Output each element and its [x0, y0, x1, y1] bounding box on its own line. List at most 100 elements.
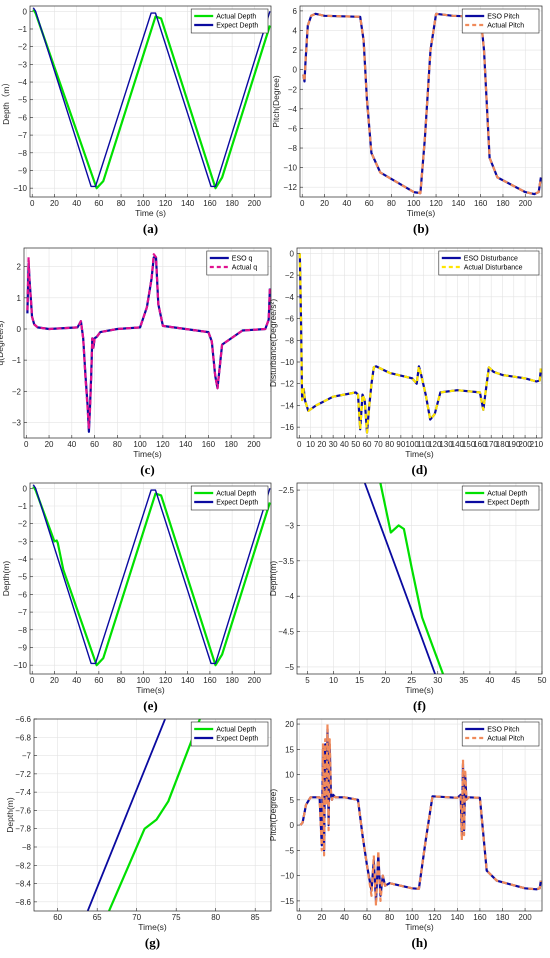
y-tick-label-h: 15	[285, 745, 294, 754]
y-tick-label-g: −8.2	[15, 861, 31, 870]
y-tick-label-b: −8	[288, 144, 298, 153]
x-tick-label-d: 50	[351, 440, 360, 449]
y-tick-label-a: −9	[18, 166, 28, 175]
x-tick-label-a: 0	[30, 199, 35, 208]
x-tick-label-d: 100	[405, 440, 419, 449]
x-tick-label-g: 75	[172, 913, 181, 922]
x-tick-label-e: 100	[137, 676, 151, 685]
legend-f: Actual Depth Expect Depth	[461, 485, 540, 511]
x-tick-label-e: 200	[248, 676, 262, 685]
panel-caption-g: (g)	[145, 935, 160, 950]
x-tick-label-g: 60	[53, 913, 62, 922]
x-tick-label-d: 0	[297, 440, 302, 449]
y-tick-label-g: −7.8	[15, 825, 31, 834]
series-line-h-1	[299, 723, 542, 907]
x-tick-label-d: 120	[428, 440, 442, 449]
x-tick-label-c: 200	[247, 440, 261, 449]
series-line-d-1	[298, 253, 542, 434]
panel-caption-d: (d)	[412, 462, 428, 477]
y-tick-label-a: −8	[18, 149, 28, 158]
legend-label-h-1: Actual Pitch	[487, 736, 524, 743]
y-tick-label-e: −7	[18, 608, 28, 617]
y-tick-label-a: −3	[18, 60, 28, 69]
x-tick-label-a: 200	[248, 199, 262, 208]
y-tick-label-f: −2.5	[278, 486, 294, 495]
x-tick-label-d: 60	[363, 440, 372, 449]
y-tick-label-d: −16	[280, 423, 294, 432]
x-tick-label-c: 20	[45, 440, 54, 449]
x-tick-label-b: 200	[519, 199, 533, 208]
x-tick-label-d: 30	[329, 440, 338, 449]
x-tick-label-d: 200	[518, 440, 532, 449]
legend-box-g	[190, 721, 269, 747]
x-tick-label-d: 110	[417, 440, 430, 449]
x-tick-label-c: 40	[67, 440, 76, 449]
x-tick-label-f: 25	[407, 676, 416, 685]
y-tick-label-f: −3.5	[278, 557, 294, 566]
y-axis-label-c: q(Degree/s)	[0, 320, 5, 365]
y-tick-label-g: −7.4	[15, 788, 31, 797]
x-tick-label-c: 80	[113, 440, 122, 449]
x-tick-label-e: 140	[181, 676, 195, 685]
x-tick-label-h: 140	[451, 913, 465, 922]
y-tick-label-e: −6	[18, 590, 28, 599]
x-tick-label-a: 180	[225, 199, 239, 208]
y-tick-label-h: 10	[285, 771, 294, 780]
legend-box-e	[190, 485, 269, 511]
y-tick-label-a: −5	[18, 96, 28, 105]
chart-f: 5 10 15 20 25 30 35 40 45 50 −2.5 −3 −3.5 −4 −4.5 −5 Tim…	[268, 482, 547, 713]
y-tick-label-d: 0	[290, 249, 295, 258]
y-tick-label-f: −4.5	[278, 628, 294, 637]
legend-label-b-0: ESO Pitch	[487, 14, 519, 21]
plot-area-c	[24, 248, 271, 438]
axes-frame-a	[29, 5, 272, 198]
chart-e: 0 20 40 60 80 100 120 140 160 180 200 0 −1 −2 −3 −4 −5 −6…	[1, 482, 272, 713]
panel-caption-a: (a)	[143, 221, 158, 236]
axes-frame-g	[33, 718, 272, 912]
y-axis-label-g: Depth(m)	[5, 797, 15, 833]
x-tick-label-c: 140	[179, 440, 193, 449]
legend-label-f-0: Actual Depth	[487, 491, 527, 498]
x-tick-label-d: 140	[451, 440, 465, 449]
x-tick-label-g: 65	[93, 913, 102, 922]
series-line-e-1	[32, 484, 271, 665]
y-tick-label-d: −2	[285, 271, 295, 280]
y-axis-label-e: Depth(m)	[1, 561, 11, 597]
y-tick-label-d: −6	[285, 315, 295, 324]
y-tick-label-a: −6	[18, 113, 28, 122]
x-tick-label-e: 180	[225, 676, 239, 685]
x-tick-label-a: 80	[117, 199, 126, 208]
x-tick-label-h: 60	[363, 913, 372, 922]
legend-label-e-0: Actual Depth	[216, 491, 256, 498]
plot-area-e	[30, 483, 271, 674]
plot-area-f	[297, 483, 542, 674]
y-tick-label-c: −1	[12, 356, 22, 365]
x-tick-label-a: 60	[94, 199, 103, 208]
x-tick-label-b: 120	[429, 199, 443, 208]
x-tick-label-e: 80	[117, 676, 126, 685]
panel-caption-h: (h)	[412, 935, 428, 950]
legend-label-c-1: Actual q	[232, 265, 257, 272]
x-tick-label-e: 20	[50, 676, 59, 685]
x-tick-label-a: 120	[159, 199, 173, 208]
x-tick-label-d: 40	[340, 440, 349, 449]
legend-label-a-0: Actual Depth	[216, 14, 256, 21]
x-axis-label-a: Time (s)	[135, 208, 166, 218]
y-tick-label-c: −3	[12, 418, 22, 427]
x-tick-label-d: 70	[374, 440, 383, 449]
y-tick-label-e: −9	[18, 643, 28, 652]
legend-label-h-0: ESO Pitch	[487, 727, 519, 734]
axes-frame-h	[296, 718, 543, 912]
y-tick-label-b: 0	[293, 66, 298, 75]
x-tick-label-d: 160	[473, 440, 487, 449]
y-tick-label-b: −6	[288, 124, 298, 133]
y-tick-label-d: −14	[280, 401, 294, 410]
x-tick-label-b: 100	[407, 199, 421, 208]
y-tick-label-b: −10	[283, 164, 297, 173]
x-tick-label-d: 210	[530, 440, 544, 449]
x-tick-label-f: 30	[433, 676, 442, 685]
legend-d: ESO Disturbance Actual Disturbance	[438, 250, 540, 276]
x-tick-label-h: 20	[317, 913, 326, 922]
y-tick-label-g: −8.4	[15, 880, 31, 889]
panel-caption-f: (f)	[413, 698, 426, 713]
